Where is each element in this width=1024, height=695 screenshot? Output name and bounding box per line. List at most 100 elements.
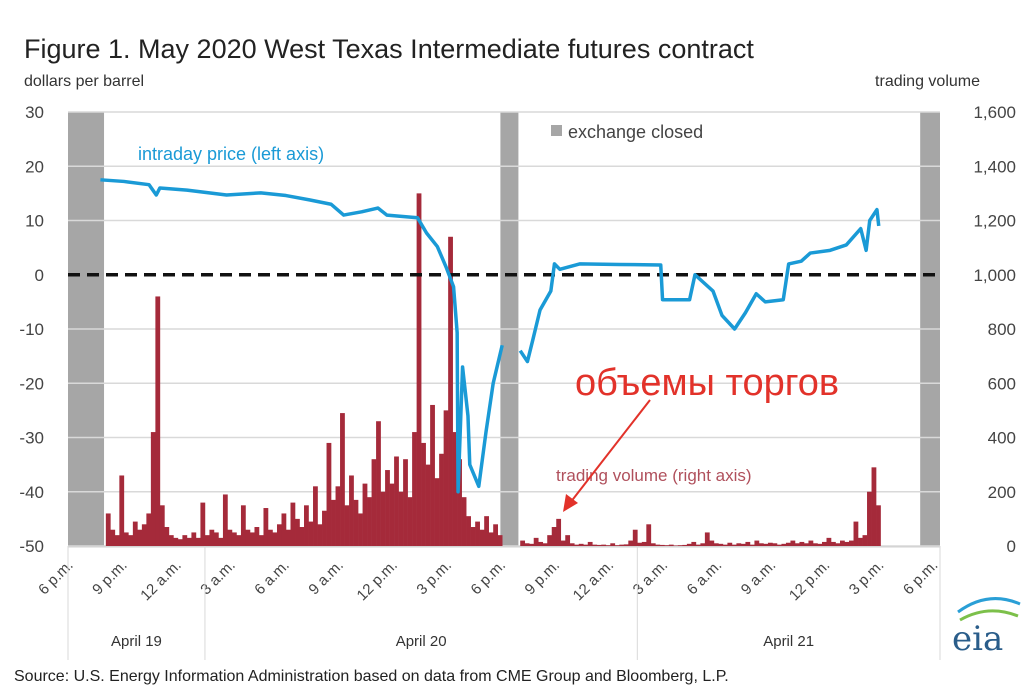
volume-bar [461, 497, 467, 546]
source-note: Source: U.S. Energy Information Administ… [14, 668, 729, 685]
volume-bar [668, 544, 674, 546]
x-tick-label: 12 a.m. [137, 557, 184, 604]
left-tick-label: -30 [19, 429, 44, 448]
volume-bar [173, 537, 179, 546]
volume-bar [227, 529, 233, 546]
volume-bar [434, 478, 440, 546]
volume-bar [416, 193, 422, 546]
volume-bar [218, 537, 224, 546]
date-label: April 19 [111, 633, 162, 650]
volume-bar [817, 543, 823, 546]
volume-bar [254, 527, 260, 546]
left-tick-label: 20 [25, 157, 44, 176]
volume-bar [700, 543, 706, 546]
volume-bar [457, 459, 462, 546]
right-axis-unit: trading volume [875, 73, 980, 90]
volume-bar [353, 499, 359, 546]
volume-bar [484, 516, 489, 546]
volume-bar [380, 491, 386, 546]
volume-bar [790, 540, 796, 546]
volume-bar [186, 537, 192, 546]
volume-bar [249, 532, 255, 546]
x-tick-label: 9 a.m. [738, 557, 779, 598]
left-axis-ticks: 30 20 10 0 -10 -20 -30 -40 -50 [19, 103, 44, 556]
volume-bar [141, 524, 147, 546]
volume-bar [637, 542, 643, 546]
right-tick-label: 1,000 [973, 266, 1016, 285]
volume-bar [344, 505, 350, 546]
x-tick-label: 6 p.m. [35, 557, 76, 598]
volume-bar [236, 535, 242, 546]
annotation-text: объемы торгов [575, 362, 839, 404]
volume-bar [448, 236, 453, 546]
chart-title: Figure 1. May 2020 West Texas Intermedia… [24, 34, 754, 64]
volume-bar [560, 540, 566, 546]
volume-bar [623, 544, 629, 546]
x-tick-label: 6 p.m. [900, 557, 941, 598]
volume-bar [389, 483, 395, 546]
right-tick-label: 0 [1007, 537, 1016, 556]
volume-bar [867, 491, 872, 546]
volume-bar [394, 456, 399, 546]
volume-bar [281, 513, 287, 546]
annotation-arrow [563, 399, 651, 512]
volume-bar [245, 529, 251, 546]
volume-bar [267, 529, 273, 546]
right-tick-label: 200 [988, 483, 1016, 502]
volume-bar [331, 499, 336, 546]
volume-bar [758, 543, 764, 546]
volume-bar [840, 540, 845, 546]
volume-bar [385, 470, 390, 546]
volume-bar [110, 529, 116, 546]
x-tick-label: 3 p.m. [413, 557, 454, 598]
volume-bar [479, 529, 485, 546]
x-tick-label: 12 p.m. [354, 557, 401, 604]
volume-bar [619, 544, 625, 546]
volume-bar [578, 543, 584, 546]
volume-bar [150, 432, 156, 546]
volume-bar [803, 543, 809, 546]
volume-bar [853, 521, 859, 546]
volume-bar [159, 505, 165, 546]
volume-bar [231, 532, 237, 546]
volume-bar [876, 505, 881, 546]
volume-bar [123, 532, 129, 546]
volume-bar [718, 543, 724, 546]
volume-bar [317, 524, 323, 546]
volume-bar [475, 521, 480, 546]
x-tick-label: 12 a.m. [570, 557, 617, 604]
volume-bar [812, 543, 818, 546]
volume-bar [182, 535, 188, 546]
volume-bar [295, 518, 300, 546]
volume-bar [191, 532, 197, 546]
volume-bar [119, 475, 125, 546]
volume-bar [322, 510, 327, 546]
volume-bar [497, 535, 503, 546]
price-series-segment [100, 178, 504, 494]
volume-bar [547, 535, 553, 546]
legend-volume: trading volume (right axis) [556, 466, 752, 485]
volume-bar [466, 516, 471, 546]
volume-bar [524, 543, 530, 546]
volume-bar [686, 543, 692, 546]
volume-bar [222, 494, 228, 546]
svg-text:eia: eia [952, 619, 1003, 659]
right-tick-label: 800 [988, 320, 1016, 339]
volume-bar [114, 535, 120, 546]
volume-bar [551, 527, 557, 546]
volume-bar [276, 524, 282, 546]
volume-bar [213, 532, 219, 546]
right-tick-label: 600 [988, 374, 1016, 393]
right-tick-label: 1,200 [973, 212, 1016, 231]
volume-bar [367, 497, 372, 546]
left-axis-unit: dollars per barrel [24, 73, 144, 90]
x-tick-label: 3 a.m. [197, 557, 238, 598]
volume-bar [146, 513, 152, 546]
volume-bar [574, 544, 580, 546]
volume-bar [583, 544, 589, 546]
x-tick-label: 9 a.m. [305, 557, 346, 598]
volume-bar [614, 545, 620, 546]
eia-logo: eia [952, 597, 1021, 659]
left-tick-label: 0 [35, 266, 44, 285]
